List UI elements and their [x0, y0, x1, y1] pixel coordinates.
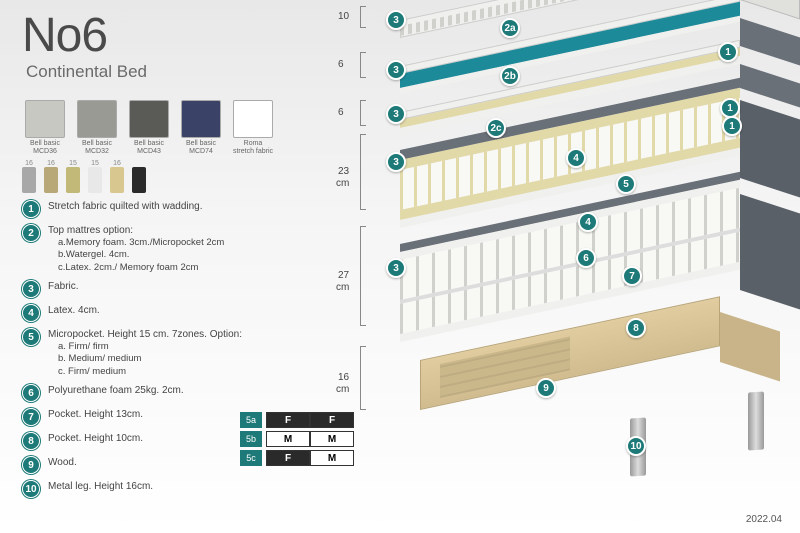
leg-option: [132, 167, 146, 193]
product-subtitle: Continental Bed: [26, 62, 147, 82]
legend-row: 3Fabric.: [22, 280, 322, 298]
diagram-marker: 2a: [500, 18, 520, 38]
diagram-marker: 3: [386, 60, 406, 80]
date: 2022.04: [746, 514, 782, 525]
diagram-marker: 3: [386, 152, 406, 172]
diagram-marker: 5: [616, 174, 636, 194]
fabric-swatch: Bell basicMCD43: [126, 100, 172, 155]
layer-height-label: 23: [338, 166, 349, 177]
leg-option: 16: [110, 160, 124, 193]
diagram-marker: 3: [386, 10, 406, 30]
fabric-swatches: Bell basicMCD36 Bell basicMCD32 Bell bas…: [22, 100, 276, 155]
diagram-marker: 2b: [500, 66, 520, 86]
diagram-marker: 4: [566, 148, 586, 168]
legend-row: 2Top mattres option:a.Memory foam. 3cm./…: [22, 224, 322, 274]
exploded-diagram: 106623cm27cm16cm 32a132b132c134543678910: [330, 0, 800, 520]
legend-row: 1Stretch fabric quilted with wadding.: [22, 200, 322, 218]
diagram-marker: 10: [626, 436, 646, 456]
layer-height-label: 27: [338, 270, 349, 281]
diagram-marker: 8: [626, 318, 646, 338]
layer-height-label: 6: [338, 59, 344, 70]
fabric-swatch: Romastretch fabric: [230, 100, 276, 155]
diagram-marker: 9: [536, 378, 556, 398]
fabric-swatch: Bell basicMCD36: [22, 100, 68, 155]
layer-height-label: 10: [338, 11, 349, 22]
legend-row: 6Polyurethane foam 25kg. 2cm.: [22, 384, 322, 402]
leg-options: 1616151516: [22, 160, 146, 193]
legend-row: 10Metal leg. Height 16cm.: [22, 480, 322, 498]
legend-row: 4Latex. 4cm.: [22, 304, 322, 322]
diagram-marker: 3: [386, 258, 406, 278]
diagram-marker: 7: [622, 266, 642, 286]
layer-height-label: 6: [338, 107, 344, 118]
diagram-marker: 4: [578, 212, 598, 232]
legend-row: 5Micropocket. Height 15 cm. 7zones. Opti…: [22, 328, 322, 378]
diagram-marker: 2c: [486, 118, 506, 138]
leg-option: 15: [88, 160, 102, 193]
product-title: No6: [22, 8, 107, 63]
fabric-swatch: Bell basicMCD32: [74, 100, 120, 155]
leg-option: 15: [66, 160, 80, 193]
diagram-marker: 1: [718, 42, 738, 62]
diagram-marker: 1: [722, 116, 742, 136]
leg-option: 16: [22, 160, 36, 193]
fabric-swatch: Bell basicMCD74: [178, 100, 224, 155]
diagram-marker: 1: [720, 98, 740, 118]
leg-option: 16: [44, 160, 58, 193]
diagram-marker: 6: [576, 248, 596, 268]
layer-height-label: 16: [338, 372, 349, 383]
diagram-marker: 3: [386, 104, 406, 124]
